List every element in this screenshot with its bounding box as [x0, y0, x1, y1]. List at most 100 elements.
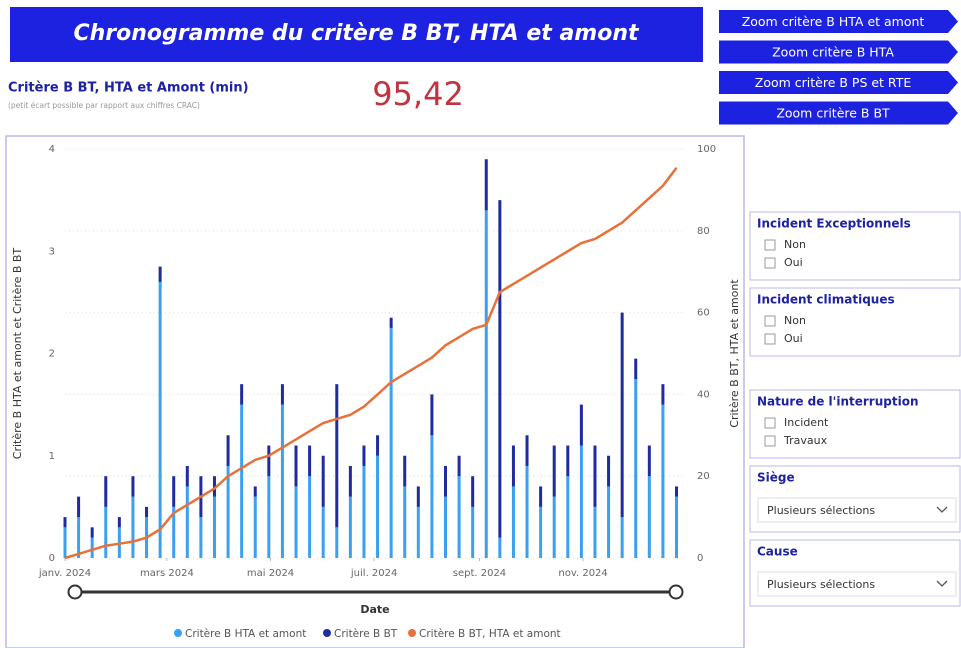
bar [253, 496, 257, 558]
checkbox-label[interactable]: Non [784, 314, 806, 327]
nav-button-label[interactable]: Zoom critère B PS et RTE [755, 75, 912, 90]
checkbox[interactable] [764, 417, 776, 429]
bar [511, 445, 515, 487]
legend-swatch [408, 629, 416, 637]
bar [525, 465, 529, 558]
slicer-title: Incident climatiques [757, 293, 895, 307]
nav-button[interactable] [719, 71, 958, 94]
y2-tick-label: 80 [697, 226, 710, 237]
bar [308, 445, 312, 477]
slicer-title: Siège [757, 471, 795, 485]
nav-button-label[interactable]: Zoom critère B HTA [772, 45, 894, 60]
bar [321, 506, 325, 558]
bar [457, 455, 461, 477]
checkbox[interactable] [764, 435, 776, 447]
checkbox-label[interactable]: Non [784, 238, 806, 251]
y-axis-title: Critère B HTA et amont et Critère B BT [11, 248, 24, 460]
y2-tick-label: 40 [697, 389, 710, 400]
checkbox-label[interactable]: Oui [784, 332, 803, 345]
bar [63, 527, 67, 558]
bar [403, 455, 407, 487]
bar [607, 455, 611, 487]
range-slider-handle[interactable] [668, 584, 684, 600]
x-axis-title: Date [360, 603, 389, 616]
dropdown[interactable] [757, 571, 957, 597]
legend-swatch [174, 629, 182, 637]
y-tick-label: 1 [49, 451, 55, 462]
bar [226, 465, 230, 558]
bar [172, 506, 176, 558]
bar [77, 496, 81, 518]
bar [212, 496, 216, 558]
bar [280, 384, 284, 405]
bar [185, 465, 189, 487]
bar [661, 384, 665, 405]
bar [117, 517, 121, 528]
dropdown-value[interactable]: Plusieurs sélections [767, 504, 875, 517]
bar [77, 517, 81, 558]
bar [158, 266, 162, 282]
bar [647, 445, 651, 477]
y2-tick-label: 100 [697, 144, 716, 155]
nav-button[interactable] [719, 40, 958, 64]
bar [199, 517, 203, 558]
bar [376, 435, 380, 456]
x-tick-label: mars 2024 [140, 568, 194, 579]
y2-tick-label: 60 [697, 308, 710, 319]
bar [511, 486, 515, 558]
nav-button-label[interactable]: Zoom critère B BT [776, 106, 890, 121]
bar [552, 445, 556, 497]
checkbox[interactable] [764, 333, 776, 345]
bar [675, 486, 679, 497]
bar [430, 394, 434, 436]
slicer-frame [749, 211, 961, 281]
dropdown-chevron [936, 580, 948, 587]
bar [403, 486, 407, 558]
bar [294, 445, 298, 487]
x-tick-label: sept. 2024 [453, 568, 506, 579]
bar [566, 445, 570, 477]
slicer-frame [749, 287, 961, 357]
legend-label: Critère B BT [334, 628, 398, 640]
y2-axis-title: Critère B BT, HTA et amont [728, 279, 741, 428]
bar [104, 506, 108, 558]
checkbox-label[interactable]: Incident [784, 416, 829, 429]
checkbox[interactable] [764, 239, 776, 251]
bar [335, 384, 339, 528]
bar [416, 486, 420, 507]
slicer-title: Cause [757, 545, 798, 559]
bar [267, 445, 271, 477]
bar [294, 486, 298, 558]
bar [172, 476, 176, 507]
dropdown-value[interactable]: Plusieurs sélections [767, 578, 875, 591]
bar [308, 476, 312, 558]
page-title: Chronogramme du critère B BT, HTA et amo… [73, 21, 640, 46]
bar [90, 527, 94, 538]
kpi-value: 95,42 [372, 75, 464, 113]
bar [484, 159, 488, 211]
bar [620, 312, 624, 518]
bar [661, 404, 665, 558]
nav-button-label[interactable]: Zoom critère B HTA et amont [742, 14, 925, 29]
chart-frame [5, 135, 745, 648]
nav-button[interactable] [719, 10, 958, 33]
dropdown[interactable] [757, 497, 957, 523]
bar [362, 445, 366, 466]
checkbox-label[interactable]: Oui [784, 256, 803, 269]
bar [484, 210, 488, 558]
checkbox[interactable] [764, 257, 776, 269]
x-tick-label: mai 2024 [247, 568, 294, 579]
bar [593, 506, 597, 558]
checkbox[interactable] [764, 315, 776, 327]
bar [158, 281, 162, 558]
y-tick-label: 4 [49, 144, 55, 155]
range-slider-handle[interactable] [67, 584, 83, 600]
bar [552, 496, 556, 558]
checkbox-label[interactable]: Travaux [783, 434, 828, 447]
legend-label: Critère B HTA et amont [185, 628, 306, 640]
y2-tick-label: 0 [697, 553, 703, 564]
x-tick-label: nov. 2024 [558, 568, 607, 579]
nav-button[interactable] [719, 101, 958, 125]
bar [104, 476, 108, 507]
bar [240, 384, 244, 405]
